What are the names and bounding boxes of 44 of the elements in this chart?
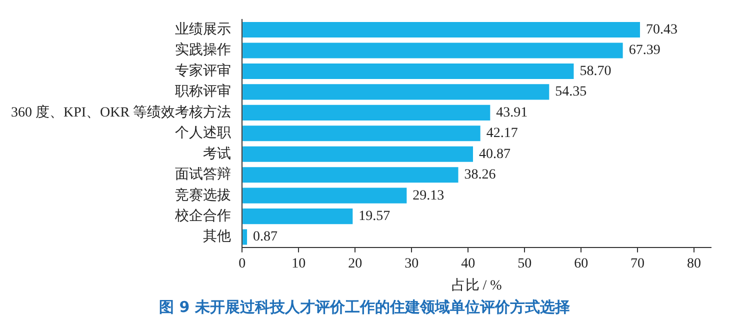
y-tick-label: 360 度、KPI、OKR 等绩效考核方法 (10, 104, 232, 120)
x-tick-label: 30 (404, 256, 419, 272)
y-tick-label: 个人述职 (175, 125, 232, 142)
bar (242, 104, 490, 120)
x-tick-label: 70 (630, 256, 645, 272)
data-label: 42.17 (486, 126, 518, 142)
bar (242, 208, 353, 224)
data-label: 29.13 (412, 188, 444, 204)
bar (242, 42, 623, 58)
bar (242, 229, 248, 245)
bar (242, 188, 407, 204)
y-tick-label: 其他 (203, 228, 232, 245)
data-label: 40.87 (479, 146, 510, 162)
data-label: 19.57 (358, 208, 390, 224)
data-label: 0.87 (253, 230, 278, 245)
bar (242, 167, 458, 183)
data-label: 43.91 (496, 105, 528, 120)
y-tick-label: 校企合作 (174, 208, 232, 224)
y-tick-label: 业绩展示 (175, 21, 232, 38)
x-tick-label: 40 (461, 256, 476, 272)
data-label: 54.35 (555, 84, 587, 100)
bar (242, 126, 480, 142)
x-tick-label: 20 (348, 256, 362, 272)
bar (242, 84, 550, 100)
y-tick-label: 专家评审 (175, 62, 232, 79)
y-tick-label: 职称评审 (175, 84, 232, 100)
y-tick-label: 竞赛选拔 (175, 187, 232, 204)
text: 图 9 未开展过科技人才评价工作的住建领域单位评价方式选择 (158, 298, 571, 317)
x-tick-label: 80 (687, 256, 702, 272)
x-tick-label: 0 (238, 256, 246, 272)
bar (242, 146, 473, 162)
y-tick-label: 考试 (203, 146, 232, 162)
x-axis-title: 占比 / % (451, 277, 502, 294)
data-label: 70.43 (646, 22, 678, 38)
bar (242, 63, 574, 79)
y-tick-label: 实践操作 (175, 42, 232, 58)
x-tick-label: 50 (518, 256, 532, 272)
data-label: 58.70 (580, 64, 612, 79)
x-tick-label: 60 (574, 256, 588, 272)
bar (242, 22, 640, 38)
data-label: 38.26 (464, 168, 496, 183)
data-label: 67.39 (628, 43, 660, 58)
y-tick-label: 面试答辩 (175, 166, 232, 183)
x-tick-label: 10 (292, 256, 306, 272)
